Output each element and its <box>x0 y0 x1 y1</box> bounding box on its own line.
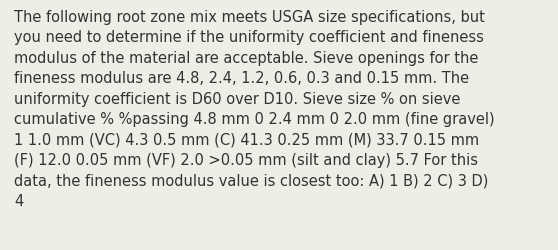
Text: The following root zone mix meets USGA size specifications, but
you need to dete: The following root zone mix meets USGA s… <box>14 10 494 208</box>
